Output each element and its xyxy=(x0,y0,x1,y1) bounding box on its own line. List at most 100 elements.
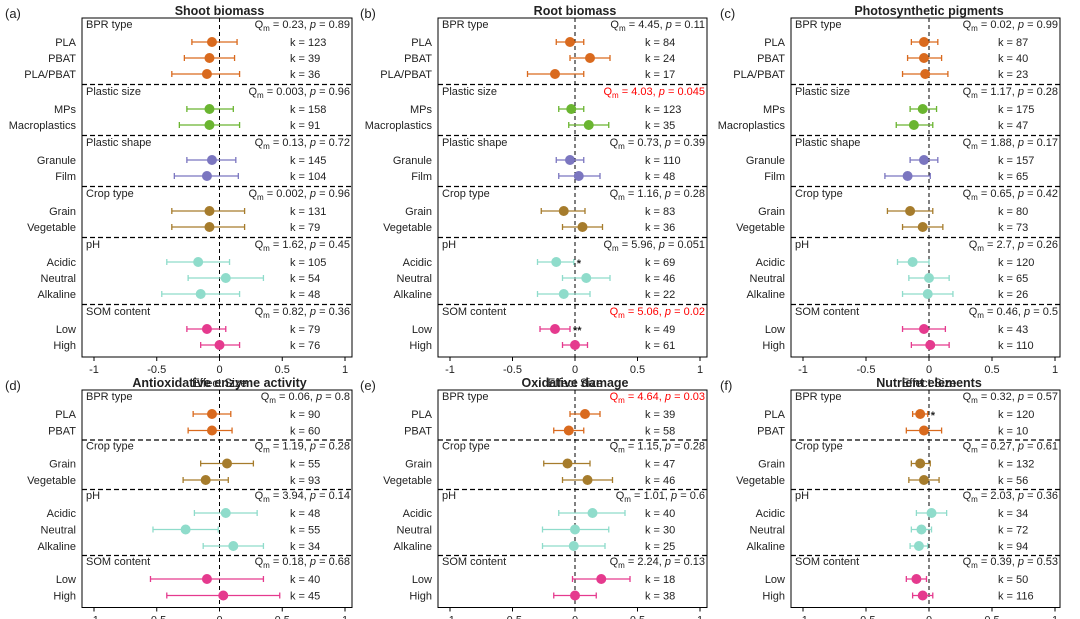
q-stat-part: , xyxy=(1012,239,1018,251)
group-name: SOM content xyxy=(86,556,150,568)
x-tick-label: 0 xyxy=(926,364,932,376)
group-name: pH xyxy=(442,490,456,502)
sample-count: k = 123 xyxy=(290,37,326,49)
q-stat-part: , xyxy=(665,490,671,502)
row-label: PBAT xyxy=(48,426,76,438)
q-stat-part: = xyxy=(316,490,329,502)
q-stat-part: 0.5 xyxy=(1043,306,1058,318)
q-stat-part: 0.72 xyxy=(329,137,350,149)
row-label: Macroplastics xyxy=(365,120,433,132)
q-stat-part: p xyxy=(309,86,316,98)
q-stat-part: p xyxy=(1017,86,1024,98)
row-label: Low xyxy=(765,574,785,586)
row-label: PLA/PBAT xyxy=(733,69,785,81)
x-tick-label: -1 xyxy=(445,615,455,619)
q-statistic: Qm = 4.45, p = 0.11 xyxy=(610,19,705,33)
q-stat-part: , xyxy=(659,391,665,403)
sample-count: k = 24 xyxy=(645,53,675,65)
effect-point xyxy=(565,37,575,47)
q-stat-part: 0.99 xyxy=(1037,19,1058,31)
effect-point xyxy=(220,273,231,283)
effect-point xyxy=(570,590,580,601)
row-label: High xyxy=(53,591,76,603)
effect-point xyxy=(583,120,594,130)
q-stat-part: 0.45 xyxy=(329,239,350,251)
effect-point xyxy=(180,524,191,535)
effect-point xyxy=(915,458,926,469)
effect-point xyxy=(558,206,569,216)
panel-title: Oxidative damage xyxy=(522,376,629,390)
group-name: Plastic shape xyxy=(795,137,860,149)
q-stat-part: = xyxy=(316,556,329,568)
q-stat-part: 0.73 xyxy=(637,137,658,149)
q-stat-part: p xyxy=(1017,441,1024,453)
sample-count: k = 90 xyxy=(290,409,320,421)
q-stat-part: p xyxy=(1017,391,1024,403)
q-stat-part: , xyxy=(1012,556,1018,568)
row-label: PLA xyxy=(411,409,432,421)
q-stat-part: 0.36 xyxy=(329,306,350,318)
q-stat-part: 5.06 xyxy=(637,306,658,318)
q-stat-part: = xyxy=(276,391,289,403)
q-stat-part: 2.24 xyxy=(637,556,658,568)
q-stat-part: p xyxy=(1017,239,1024,251)
q-stat-part: 0.65 xyxy=(990,188,1011,200)
q-statistic: Qm = 1.19, p = 0.28 xyxy=(255,441,350,455)
row-label: Film xyxy=(764,171,785,183)
sample-count: k = 40 xyxy=(290,574,320,586)
row-label: Low xyxy=(412,574,432,586)
sample-count: k = 79 xyxy=(290,222,320,234)
q-stat-part: = xyxy=(665,239,678,251)
panel-label: (c) xyxy=(720,6,735,21)
sample-count: k = 40 xyxy=(998,53,1028,65)
row-label: Grain xyxy=(758,459,785,471)
group-name: BPR type xyxy=(442,391,488,403)
q-stat-part: 0.39 xyxy=(684,137,705,149)
sample-count: k = 158 xyxy=(290,104,326,116)
x-tick-label: 0.5 xyxy=(984,364,999,376)
q-stat-part: = xyxy=(1030,306,1043,318)
q-stat-part: Q xyxy=(963,19,972,31)
q-stat-part: , xyxy=(304,490,310,502)
effect-point xyxy=(200,475,211,485)
q-stat-part: , xyxy=(1012,391,1018,403)
q-stat-part: = xyxy=(270,137,283,149)
sample-count: k = 30 xyxy=(645,525,675,537)
q-stat-part: 0.06 xyxy=(288,391,309,403)
effect-point xyxy=(218,590,229,601)
row-label: Vegetable xyxy=(383,222,432,234)
q-stat-part: p xyxy=(309,441,316,453)
effect-point xyxy=(577,222,588,232)
q-stat-part: = xyxy=(625,306,638,318)
q-stat-part: = xyxy=(619,86,632,98)
q-stat-part: , xyxy=(304,137,310,149)
panel-title: Shoot biomass xyxy=(175,4,265,18)
effect-point xyxy=(902,171,913,181)
q-stat-part: m xyxy=(612,91,619,100)
sample-count: k = 22 xyxy=(645,289,675,301)
q-stat-part: = xyxy=(264,188,277,200)
row-label: High xyxy=(762,340,785,352)
q-stat-part: = xyxy=(1024,86,1037,98)
group-name: BPR type xyxy=(442,19,488,31)
q-stat-part: Q xyxy=(603,239,612,251)
row-label: Vegetable xyxy=(736,475,785,487)
effect-point xyxy=(204,206,215,216)
effect-point xyxy=(204,222,215,232)
row-label: Low xyxy=(56,574,76,586)
row-label: PLA xyxy=(55,37,76,49)
effect-point xyxy=(582,475,593,485)
q-stat-part: = xyxy=(1024,556,1037,568)
q-stat-part: = xyxy=(619,239,632,251)
effect-point xyxy=(201,69,212,79)
x-tick-label: 0.5 xyxy=(984,615,999,619)
effect-point xyxy=(585,53,595,63)
sample-count: k = 80 xyxy=(998,206,1028,218)
x-axis-label: Effect Size xyxy=(548,378,603,390)
q-stat-part: Q xyxy=(610,391,619,403)
group-name: SOM content xyxy=(86,306,150,318)
q-stat-part: p xyxy=(664,441,671,453)
q-stat-part: = xyxy=(978,86,991,98)
effect-point xyxy=(550,324,560,334)
q-stat-part: 0.68 xyxy=(329,556,350,568)
